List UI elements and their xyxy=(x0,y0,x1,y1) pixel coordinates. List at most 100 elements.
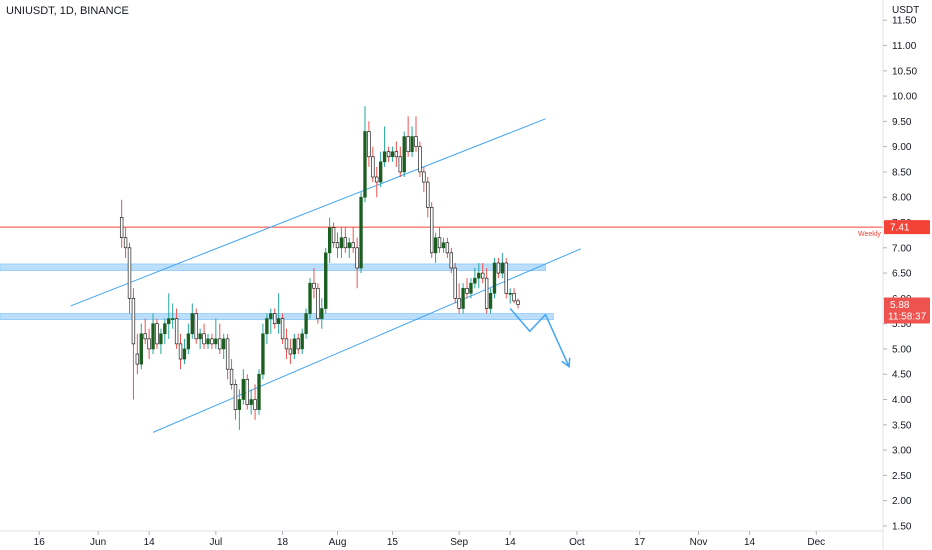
last-price-tag xyxy=(884,297,930,324)
candle-body xyxy=(225,338,230,370)
candle-body xyxy=(155,323,159,345)
candle-body xyxy=(441,242,446,249)
candle-body xyxy=(382,151,387,163)
time-tick-label: 14 xyxy=(744,537,756,548)
candle-body xyxy=(371,156,375,178)
candle-body xyxy=(363,131,367,198)
currency-label: USDT xyxy=(892,5,919,16)
candle-body xyxy=(241,378,245,400)
price-tick-label: 2.00 xyxy=(892,496,912,507)
candle-body xyxy=(516,300,520,305)
candle-body xyxy=(312,282,316,289)
candle-body xyxy=(300,333,304,350)
projection-path xyxy=(509,307,570,367)
candle-body xyxy=(210,338,214,345)
weekly-price-tag-label: 7.41 xyxy=(890,223,910,234)
candle-body xyxy=(390,151,395,158)
candle-body xyxy=(320,308,324,319)
candle-body xyxy=(143,333,147,340)
price-tick-label: 10.50 xyxy=(892,66,917,77)
last-price-value: 5.88 xyxy=(890,300,910,311)
candle-body xyxy=(457,298,461,309)
candle-body xyxy=(127,247,132,299)
price-tick-label: 8.50 xyxy=(892,167,912,178)
candle-body xyxy=(437,237,442,249)
candle-body xyxy=(163,323,167,335)
candle-body xyxy=(477,272,481,279)
candle-body xyxy=(414,136,418,147)
candle-body xyxy=(481,272,485,279)
trendline-0 xyxy=(70,118,546,307)
candle-body xyxy=(135,353,140,365)
candle-body xyxy=(280,318,285,340)
candle-body xyxy=(265,318,269,335)
candle-body xyxy=(410,136,414,153)
candle-body xyxy=(355,247,359,269)
time-tick-label: 16 xyxy=(34,537,46,548)
support-zone-0 xyxy=(0,263,546,271)
candle-body xyxy=(504,262,508,294)
price-tick-label: 8.00 xyxy=(892,193,912,204)
price-tick-label: 2.50 xyxy=(892,471,912,482)
trendlines xyxy=(70,118,582,433)
time-tick-label: Jun xyxy=(90,537,106,548)
candle-body xyxy=(249,399,253,405)
candle-body xyxy=(378,161,383,183)
candle-body xyxy=(308,282,312,314)
candle-body xyxy=(394,151,399,158)
candle-body xyxy=(159,333,163,345)
candle-body xyxy=(222,338,226,350)
candle-body xyxy=(229,368,234,385)
candle-body xyxy=(402,136,406,173)
time-axis[interactable]: 16 Jun 14 Jul 18 Aug 15 Sep 14 Oct 17 Nov 14 Dec xyxy=(34,531,826,548)
candle-body xyxy=(484,277,489,309)
candle-body xyxy=(512,293,516,302)
support-zone-1 xyxy=(0,313,554,321)
price-tick-label: 10.00 xyxy=(892,92,917,103)
candle-body xyxy=(449,252,453,269)
candle-body xyxy=(426,181,430,208)
time-tick-label: Nov xyxy=(690,537,708,548)
candle-body xyxy=(253,399,257,410)
candle-body xyxy=(292,338,297,355)
level-label-0: Weekly xyxy=(858,231,881,238)
candle-body xyxy=(324,252,328,309)
candle-body xyxy=(386,151,391,158)
candle-body xyxy=(151,323,155,350)
candle-body xyxy=(445,242,450,254)
candle-body xyxy=(418,146,422,173)
candle-body xyxy=(473,277,477,284)
candle-body xyxy=(182,348,187,360)
candle-body xyxy=(331,227,336,244)
candle-body xyxy=(284,338,289,350)
time-tick-label: 17 xyxy=(634,537,646,548)
candle-body xyxy=(375,176,379,183)
candle-body xyxy=(206,338,210,345)
candle-body xyxy=(422,171,426,183)
candle-body xyxy=(465,287,469,294)
candle-body xyxy=(496,262,501,274)
candle-body xyxy=(327,227,332,254)
candle-body xyxy=(351,242,355,249)
candle-body xyxy=(316,287,320,319)
time-tick-label: 14 xyxy=(505,537,517,548)
candle-body xyxy=(171,318,175,320)
projection-arrowhead xyxy=(561,357,571,369)
time-tick-label: 14 xyxy=(144,537,156,548)
price-tick-label: 5.00 xyxy=(892,344,912,355)
time-tick-label: 15 xyxy=(387,537,399,548)
support-zones xyxy=(0,263,554,321)
candle-body xyxy=(335,242,340,249)
candle-body xyxy=(245,378,249,405)
price-tick-label: 4.50 xyxy=(892,370,912,381)
candle-body xyxy=(178,343,183,360)
candle-body xyxy=(119,217,124,238)
candle-body xyxy=(406,136,410,153)
price-tick-label: 11.50 xyxy=(892,16,917,27)
price-tick-label: 3.50 xyxy=(892,420,912,431)
price-axis[interactable]: 11.5011.0010.5010.009.509.008.508.007.50… xyxy=(883,16,917,533)
candle-body xyxy=(214,338,218,345)
candle-body xyxy=(269,313,273,319)
price-tick-label: 6.50 xyxy=(892,269,912,280)
